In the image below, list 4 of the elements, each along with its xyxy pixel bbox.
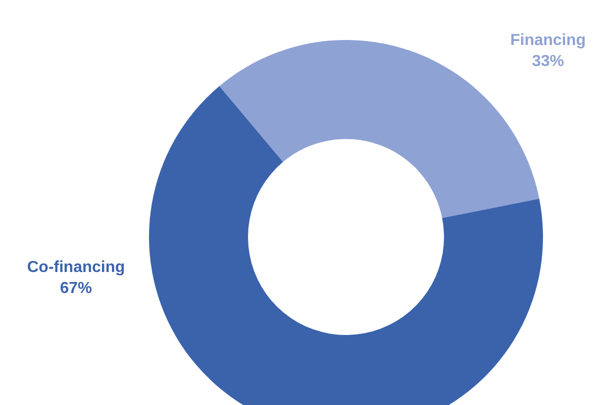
slice-label: Financing: [510, 32, 586, 49]
slice-label: Co-financing: [27, 259, 125, 276]
data-label: 67%: [60, 280, 92, 297]
data-label: 33%: [532, 53, 564, 70]
